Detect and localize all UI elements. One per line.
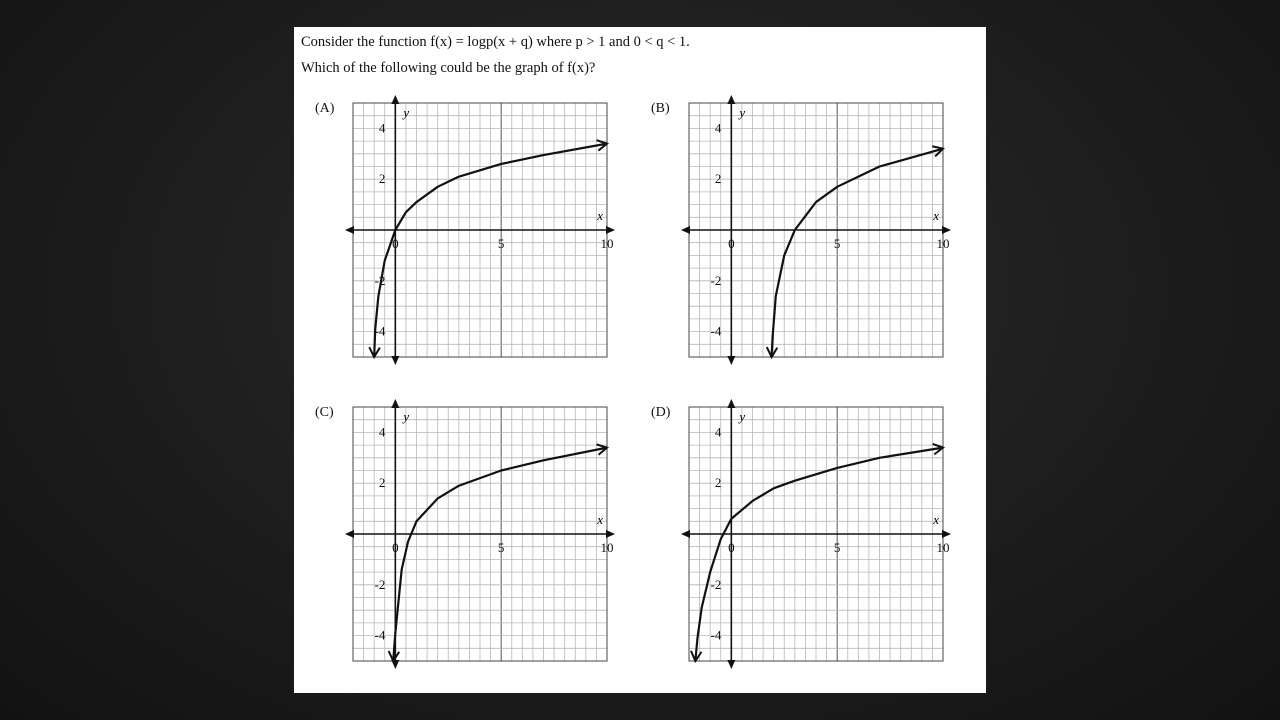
graph-c-plot: 0 5 10 4 2 -2 -4 x y [345,399,615,669]
curve-arrow-start [387,650,401,664]
x-axis-label: x [932,512,939,527]
y-tick-label: 4 [715,424,722,439]
x-axis-arrow-right [942,226,951,234]
y-tick-label: -4 [374,324,385,339]
y-tick-label: -4 [710,628,721,643]
y-tick-label: 4 [715,120,722,135]
x-axis-arrow-left [345,226,354,234]
y-tick-label: 2 [715,475,722,490]
y-axis-arrow-down [727,356,736,365]
x-tick-label: 0 [728,236,735,251]
curve-arrow-end [932,443,946,456]
question-line-2: Which of the following could be the grap… [301,60,596,76]
x-axis-arrow-left [345,530,354,538]
y-tick-label: 4 [379,120,386,135]
graph-a[interactable]: (A) 0 5 10 4 2 -2 -4 x y [315,95,635,371]
axes [681,399,951,669]
y-axis-label: y [401,105,409,120]
x-axis-arrow-right [606,530,615,538]
y-tick-label: 2 [379,475,386,490]
option-label-a: (A) [315,101,335,116]
curve-arrow-end [596,443,610,456]
y-axis-arrow-up [727,399,736,408]
y-axis-arrow-down [727,660,736,669]
y-axis-label: y [737,105,745,120]
graph-b-plot: 0 5 10 4 2 -2 -4 x y [681,95,951,365]
y-tick-label: 2 [379,171,386,186]
curve [694,446,944,662]
y-tick-label: -2 [374,273,385,288]
x-tick-label: 5 [834,540,841,555]
y-tick-label: 2 [715,171,722,186]
graph-b[interactable]: (B) 0 5 10 4 2 -2 -4 x y [651,95,971,371]
x-tick-label: 0 [392,236,399,251]
x-axis-label: x [596,512,603,527]
x-tick-label: 10 [937,236,950,251]
option-label-b: (B) [651,101,670,116]
option-label-d: (D) [651,405,671,420]
y-tick-label: -4 [710,324,721,339]
curve-arrow-end [932,145,946,158]
x-tick-label: 10 [937,540,950,555]
x-tick-label: 10 [601,236,614,251]
y-axis-arrow-up [391,399,400,408]
x-axis-arrow-left [681,226,690,234]
tick-labels: 0 5 10 4 2 -2 -4 [710,120,949,338]
graph-d-plot: 0 5 10 4 2 -2 -4 x y [681,399,951,669]
y-axis-arrow-up [727,95,736,104]
question-card: Consider the function f(x) = logp(x + q)… [294,27,986,693]
y-tick-label: -4 [374,628,385,643]
x-tick-label: 5 [834,236,841,251]
curve-arrow-start [765,346,779,360]
graph-c[interactable]: (C) 0 5 10 4 2 -2 -4 x y [315,399,635,675]
y-tick-label: -2 [710,273,721,288]
curve [770,147,944,358]
tick-labels: 0 5 10 4 2 -2 -4 [374,424,613,642]
x-tick-label: 0 [728,540,735,555]
curve-arrow-end [596,139,610,152]
x-axis-label: x [932,208,939,223]
curve-arrow-start [368,346,381,360]
question-line-1: Consider the function f(x) = logp(x + q)… [301,34,690,50]
y-axis-label: y [401,409,409,424]
x-tick-label: 10 [601,540,614,555]
x-tick-label: 5 [498,540,505,555]
curve [373,142,608,358]
y-tick-label: 4 [379,424,386,439]
x-axis-label: x [596,208,603,223]
tick-labels: 0 5 10 4 2 -2 -4 [374,120,613,338]
option-label-c: (C) [315,405,334,420]
y-axis-arrow-down [391,356,400,365]
axes [681,95,951,365]
x-tick-label: 5 [498,236,505,251]
y-tick-label: -2 [710,577,721,592]
curve [392,446,608,662]
x-axis-arrow-right [606,226,615,234]
y-tick-label: -2 [374,577,385,592]
y-axis-arrow-up [391,95,400,104]
x-axis-arrow-left [681,530,690,538]
y-axis-label: y [737,409,745,424]
curve-arrow-start [690,650,703,664]
graph-a-plot: 0 5 10 4 2 -2 -4 x y [345,95,615,365]
tick-labels: 0 5 10 4 2 -2 -4 [710,424,949,642]
x-tick-label: 0 [392,540,399,555]
graph-d[interactable]: (D) 0 5 10 4 2 -2 -4 x y [651,399,971,675]
x-axis-arrow-right [942,530,951,538]
